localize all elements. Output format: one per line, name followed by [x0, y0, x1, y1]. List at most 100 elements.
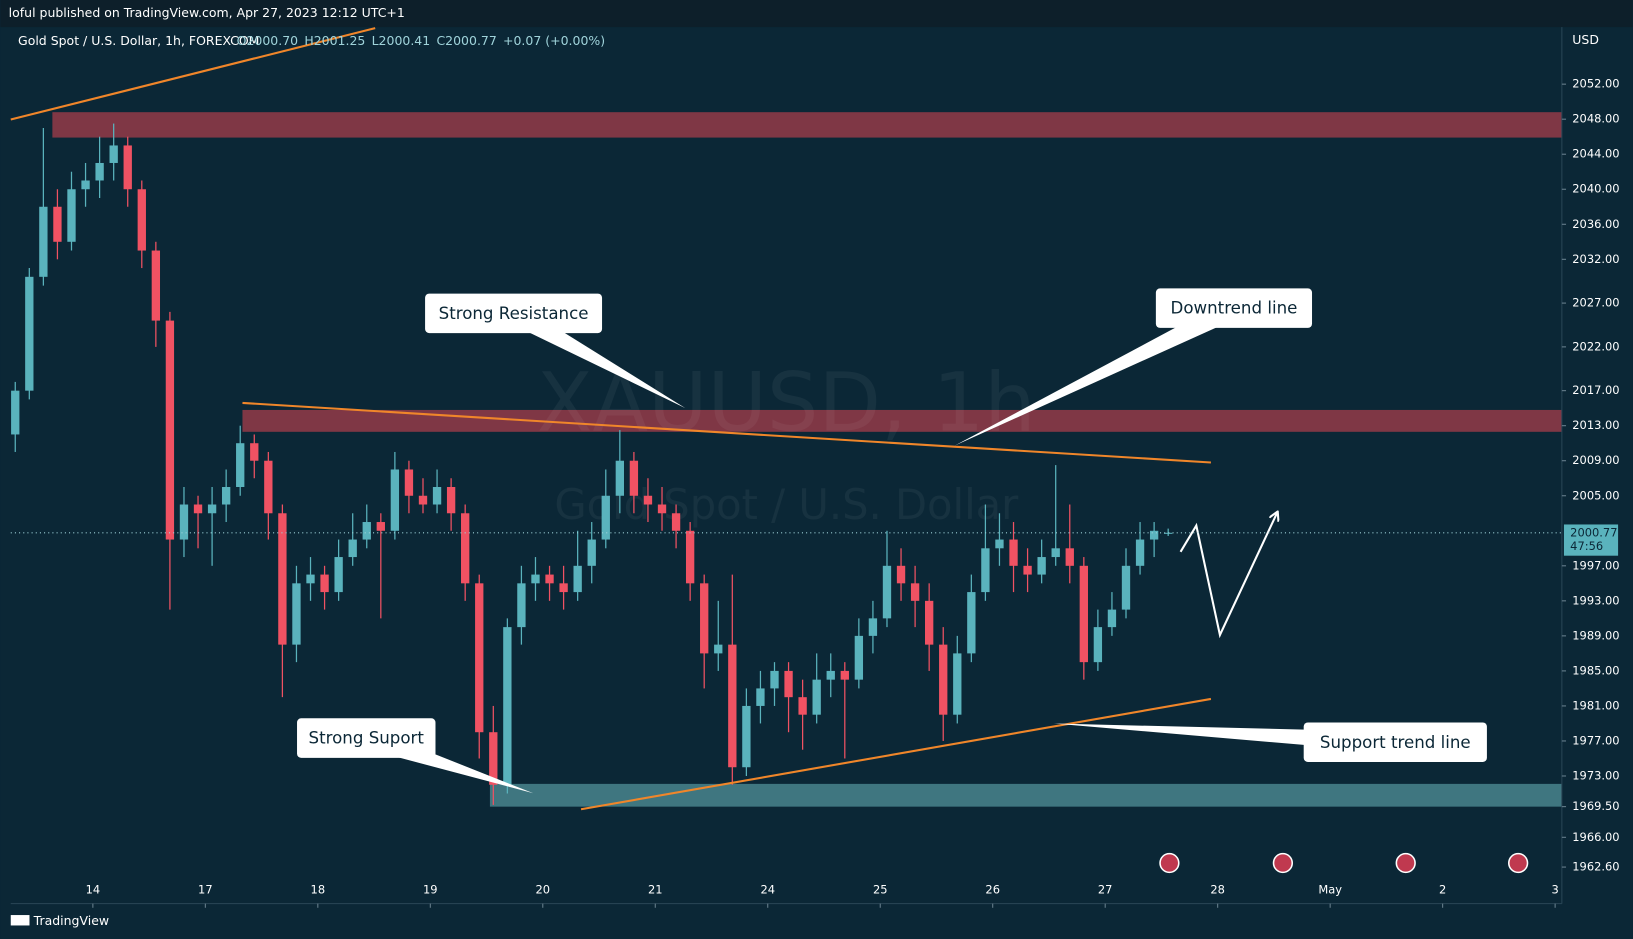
candle-body	[95, 162, 104, 181]
candle-body	[1164, 532, 1173, 534]
currency: USD	[1572, 32, 1599, 47]
candle-body	[67, 189, 76, 242]
candle-body	[376, 522, 385, 531]
candle-body	[573, 565, 582, 593]
y-tick-label: 1989.00	[1572, 628, 1619, 642]
candle-body	[432, 486, 442, 505]
candle-body	[714, 644, 723, 654]
y-tick-label: 1981.00	[1572, 698, 1619, 712]
trend-line	[580, 697, 1212, 811]
candle-body	[1135, 539, 1145, 566]
candle-body	[236, 443, 245, 487]
candle-body	[882, 565, 892, 619]
candle-body	[868, 618, 878, 636]
y-tick-label: 2032.00	[1572, 252, 1619, 266]
y-tick-label: 2013.00	[1572, 418, 1619, 432]
projection-path	[1179, 512, 1278, 639]
candle-body	[953, 653, 962, 715]
candle-body	[854, 635, 864, 680]
candle-body	[545, 574, 554, 584]
y-tick-label: 1962.60	[1572, 860, 1619, 874]
x-tick-label: May	[1318, 883, 1342, 897]
brand: TradingView	[33, 913, 109, 928]
x-tick-label: 28	[1210, 883, 1225, 897]
trend-line	[10, 27, 376, 121]
candle-body	[404, 469, 414, 496]
x-tick-label: 20	[536, 883, 551, 897]
candle-body	[1149, 530, 1159, 540]
candle-body	[728, 644, 737, 768]
candle-body	[924, 600, 934, 645]
y-tick-label: 1985.00	[1572, 663, 1619, 677]
event-icons	[1159, 852, 1529, 874]
candle-body	[264, 460, 273, 514]
x-tick-label: 14	[86, 883, 101, 897]
y-tick-label: 1997.00	[1572, 558, 1619, 572]
ohlc-legend: C2000.77	[436, 33, 496, 48]
candle-body	[517, 583, 526, 628]
candle-body	[362, 522, 371, 540]
candle-body	[981, 548, 990, 593]
x-tick-label: 2	[1439, 883, 1446, 897]
candle-body	[657, 504, 667, 514]
y-tick-label: 2052.00	[1572, 77, 1619, 91]
candle-body	[700, 583, 709, 654]
candle-body	[798, 697, 807, 715]
candle-body	[840, 670, 849, 680]
ohlc-legend: O2000.70	[237, 33, 299, 48]
ohlc-legend: +0.07 (+0.00%)	[503, 33, 605, 48]
candle-body	[1079, 565, 1088, 663]
candle-body	[559, 583, 568, 593]
candle-body	[418, 495, 428, 505]
candle-body	[320, 574, 329, 593]
candle-body	[1093, 627, 1103, 663]
callout-box	[425, 293, 603, 334]
candle-body	[489, 732, 498, 785]
candle-body	[348, 539, 357, 558]
candle-body	[1121, 565, 1131, 610]
candle-body	[896, 565, 906, 584]
candle-body	[643, 495, 653, 505]
y-tick-label: 2044.00	[1572, 147, 1619, 161]
candle-body	[390, 469, 400, 531]
last-price-box	[1563, 524, 1619, 556]
x-tick-label: 27	[1098, 883, 1113, 897]
header-bar	[0, 0, 1633, 28]
candle-body	[770, 670, 779, 689]
price-zone	[242, 409, 1562, 432]
candle-body	[207, 504, 217, 514]
y-tick-label: 1973.00	[1572, 768, 1619, 782]
candle-body	[756, 688, 765, 706]
callout-label: Support trend line	[1320, 733, 1471, 752]
x-tick-label: 24	[760, 883, 775, 897]
candle-body	[742, 705, 751, 768]
candle-body	[812, 679, 821, 715]
candle-body	[123, 145, 132, 190]
y-tick-label: 2009.00	[1572, 453, 1619, 467]
candle-body	[685, 530, 695, 584]
y-tick-label: 1969.50	[1572, 799, 1619, 813]
candle-body	[151, 250, 161, 321]
candle-body	[81, 180, 90, 190]
y-tick-label: 2005.00	[1572, 488, 1619, 502]
candle-body	[671, 513, 681, 531]
candle-body	[475, 583, 484, 733]
y-tick-label: 2040.00	[1572, 182, 1619, 196]
brand-logo	[10, 915, 30, 926]
candle-body	[446, 486, 456, 514]
candle-body	[1065, 548, 1074, 566]
y-tick-label: 2036.00	[1572, 217, 1619, 231]
ohlc-legend: L2000.41	[372, 33, 431, 48]
ohlc-legend: H2001.25	[304, 33, 365, 48]
candle-body	[784, 670, 793, 698]
candle-body	[250, 443, 259, 461]
candle-body	[11, 390, 20, 435]
candle-body	[910, 583, 920, 601]
trend-line	[242, 401, 1211, 464]
candle-body	[1037, 557, 1046, 575]
candle-body	[629, 460, 639, 496]
candle-body	[1023, 565, 1032, 575]
candle-body	[179, 504, 189, 540]
candle-body	[193, 504, 203, 514]
